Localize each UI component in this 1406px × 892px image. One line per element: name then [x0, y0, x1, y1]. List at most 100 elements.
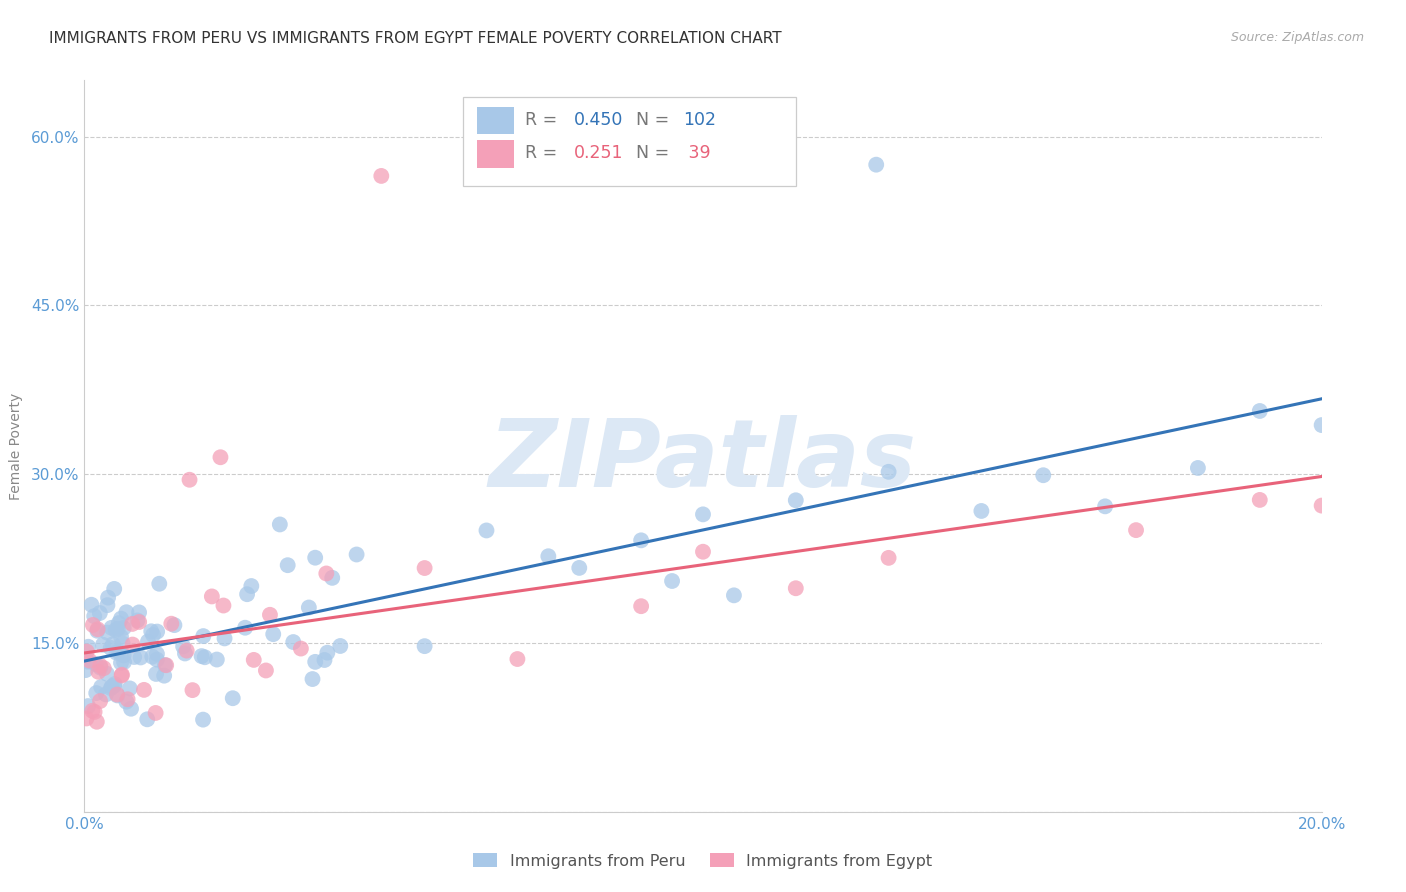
- Point: [105, 646, 128, 660]
- Point: [174, 647, 197, 661]
- Point: [115, 695, 138, 709]
- Point: [87, 665, 110, 679]
- Point: [283, 635, 305, 649]
- Point: [172, 640, 194, 654]
- Point: [122, 650, 145, 665]
- Point: [236, 587, 259, 601]
- Text: 0.251: 0.251: [574, 145, 624, 162]
- Point: [76, 655, 98, 669]
- Point: [201, 590, 224, 604]
- Point: [110, 630, 132, 644]
- Y-axis label: Female Poverty: Female Poverty: [8, 392, 22, 500]
- Point: [121, 638, 143, 652]
- Point: [970, 504, 993, 518]
- Point: [107, 622, 129, 636]
- Point: [89, 658, 111, 673]
- Point: [110, 612, 132, 626]
- Point: [209, 450, 232, 465]
- Text: 39: 39: [683, 145, 711, 162]
- Point: [304, 550, 326, 565]
- Point: [785, 493, 807, 508]
- Point: [163, 618, 186, 632]
- Text: N =: N =: [636, 111, 675, 128]
- Point: [96, 625, 118, 640]
- Point: [290, 641, 312, 656]
- Point: [89, 606, 111, 620]
- Point: [136, 712, 159, 726]
- FancyBboxPatch shape: [477, 140, 513, 168]
- Point: [80, 598, 103, 612]
- Point: [301, 672, 323, 686]
- Text: R =: R =: [524, 145, 562, 162]
- Point: [146, 652, 169, 666]
- Point: [75, 711, 97, 725]
- Point: [83, 705, 105, 719]
- Point: [1249, 404, 1271, 418]
- Point: [101, 680, 124, 694]
- Point: [1094, 500, 1116, 514]
- Point: [91, 638, 114, 652]
- Point: [413, 639, 436, 653]
- Point: [277, 558, 299, 573]
- Point: [179, 473, 201, 487]
- Point: [100, 621, 122, 635]
- Point: [94, 687, 117, 701]
- Point: [77, 640, 100, 654]
- Point: [104, 677, 127, 691]
- Point: [537, 549, 560, 564]
- Point: [118, 681, 141, 696]
- Point: [176, 643, 198, 657]
- Point: [104, 623, 127, 637]
- Point: [259, 607, 281, 622]
- Text: ZIPatlas: ZIPatlas: [489, 415, 917, 507]
- Point: [97, 591, 120, 605]
- Point: [329, 639, 352, 653]
- Point: [110, 656, 132, 670]
- Point: [79, 654, 101, 668]
- Point: [89, 660, 111, 674]
- Point: [160, 616, 183, 631]
- Point: [214, 632, 236, 646]
- Point: [1125, 523, 1147, 537]
- Point: [1187, 461, 1209, 475]
- Point: [661, 574, 683, 588]
- Point: [132, 682, 155, 697]
- Point: [145, 667, 167, 681]
- Point: [89, 694, 111, 708]
- Point: [321, 571, 343, 585]
- Text: 0.450: 0.450: [574, 111, 624, 128]
- Point: [346, 548, 368, 562]
- Point: [145, 706, 167, 720]
- Point: [90, 680, 112, 694]
- Point: [84, 686, 107, 700]
- FancyBboxPatch shape: [463, 97, 796, 186]
- Point: [86, 622, 108, 636]
- Point: [128, 615, 150, 629]
- Point: [120, 702, 142, 716]
- Point: [181, 683, 204, 698]
- Point: [86, 624, 108, 638]
- Point: [105, 688, 128, 702]
- Point: [82, 704, 104, 718]
- Point: [77, 699, 100, 714]
- Point: [222, 691, 245, 706]
- Point: [103, 582, 125, 596]
- Point: [262, 627, 284, 641]
- Point: [314, 653, 336, 667]
- Point: [129, 650, 152, 665]
- Point: [877, 465, 900, 479]
- Point: [121, 616, 143, 631]
- Point: [205, 652, 228, 666]
- Point: [254, 664, 277, 678]
- Point: [785, 581, 807, 595]
- Point: [84, 657, 107, 672]
- Point: [692, 545, 714, 559]
- Point: [86, 714, 108, 729]
- Text: 102: 102: [683, 111, 716, 128]
- Point: [82, 618, 104, 632]
- Point: [100, 681, 122, 695]
- Point: [128, 606, 150, 620]
- Point: [96, 598, 118, 612]
- Point: [193, 629, 215, 643]
- Point: [568, 561, 591, 575]
